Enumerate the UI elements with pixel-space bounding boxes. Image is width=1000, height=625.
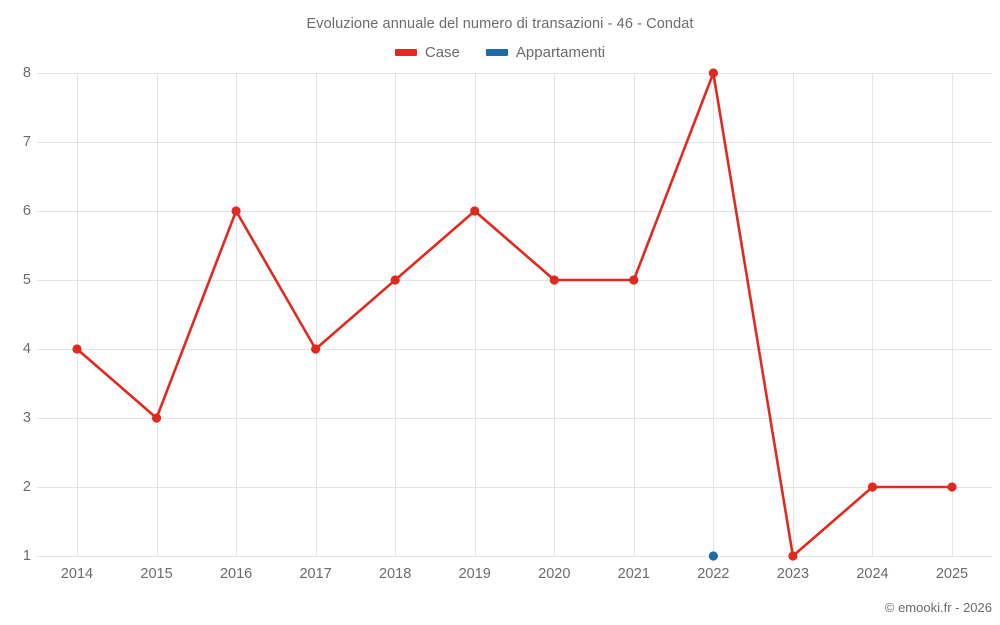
gridline-horizontal	[37, 349, 992, 350]
data-point[interactable]	[311, 344, 321, 354]
gridline-vertical	[872, 73, 874, 556]
data-point[interactable]	[549, 275, 559, 285]
chart-title: Evoluzione annuale del numero di transaz…	[306, 16, 694, 32]
legend-swatch-case	[394, 49, 417, 56]
series-line-case	[75, 71, 954, 558]
x-tick-label: 2025	[935, 566, 969, 582]
x-axis: 2014 2015 2016 2017 2018 2019 2020 2021 2022 2023…	[37, 566, 992, 590]
x-tick-label: 2021	[617, 566, 650, 582]
gridline-vertical	[236, 73, 238, 556]
y-tick-label: 6	[22, 202, 31, 219]
gridline-vertical	[952, 73, 953, 556]
x-tick-label: 2015	[140, 566, 173, 582]
legend-label-appartamenti: Appartamenti	[515, 44, 606, 61]
x-tick-label: 2019	[458, 566, 491, 582]
chart-legend: Case Appartamenti	[0, 44, 1000, 61]
gridline-horizontal	[37, 556, 992, 557]
y-tick-label: 4	[22, 340, 31, 357]
x-tick-label: 2024	[856, 566, 889, 582]
gridline-vertical	[474, 73, 476, 556]
x-tick-label: 2022	[697, 566, 730, 582]
gridline-vertical	[792, 73, 794, 556]
plot-area	[37, 68, 992, 561]
legend-item-appartamenti[interactable]: Appartamenti	[485, 44, 606, 61]
gridline-vertical	[315, 73, 317, 556]
gridline-vertical	[77, 73, 78, 556]
y-tick-label: 2	[22, 478, 31, 495]
y-axis: 1 2 3 4 5 6 7 8	[0, 66, 31, 563]
data-point[interactable]	[231, 206, 241, 216]
data-point[interactable]	[470, 206, 480, 216]
x-tick-label: 2014	[60, 566, 94, 582]
gridline-vertical	[713, 73, 715, 556]
gridline-vertical	[156, 73, 158, 556]
series-layer	[72, 68, 957, 561]
x-tick-label: 2018	[379, 566, 412, 582]
x-tick-label: 2017	[299, 566, 332, 582]
x-tick-label: 2023	[776, 566, 810, 582]
data-point[interactable]	[788, 551, 798, 561]
data-point[interactable]	[151, 413, 162, 423]
gridline-vertical	[395, 73, 397, 556]
gridline-vertical	[633, 73, 635, 556]
y-tick-label: 1	[22, 547, 31, 564]
y-tick-label: 3	[22, 409, 31, 426]
y-tick-label: 7	[22, 133, 31, 150]
x-tick-label: 2016	[219, 566, 253, 582]
gridline-horizontal	[37, 418, 992, 419]
data-point[interactable]	[72, 344, 82, 354]
data-point[interactable]	[947, 482, 957, 492]
legend-swatch-appartamenti	[485, 49, 508, 56]
data-point[interactable]	[708, 551, 718, 561]
x-tick-label: 2020	[538, 566, 571, 582]
gridline-horizontal	[37, 211, 992, 212]
data-point[interactable]	[390, 275, 400, 285]
data-point[interactable]	[708, 68, 718, 78]
gridline-horizontal	[37, 142, 992, 143]
y-tick-label: 5	[22, 271, 31, 288]
legend-label-case: Case	[424, 44, 460, 61]
legend-item-case[interactable]: Case	[394, 44, 460, 61]
gridline-horizontal	[37, 280, 992, 281]
gridline-horizontal	[37, 487, 992, 488]
gridline-horizontal	[37, 73, 992, 74]
y-tick-label: 8	[22, 64, 31, 81]
data-point[interactable]	[867, 482, 878, 492]
gridline-vertical	[554, 73, 556, 556]
footer-credit: © emooki.fr - 2026	[884, 600, 992, 615]
data-point[interactable]	[629, 275, 639, 285]
